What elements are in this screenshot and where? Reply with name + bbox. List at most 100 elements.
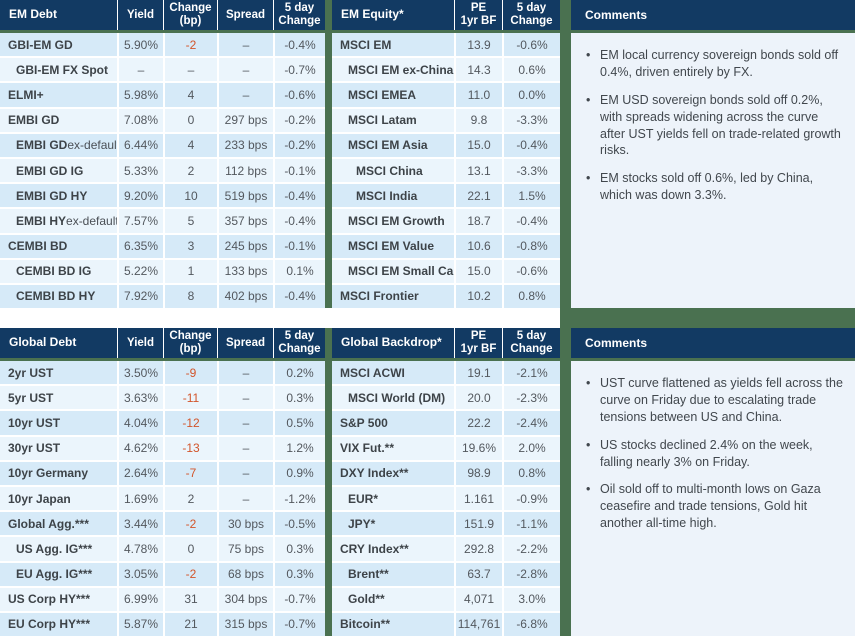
table-row: EU Agg. IG*** 3.05% -2 68 bps 0.3% [0,560,325,586]
spread-cell: 75 bps [217,537,273,561]
column-header: Yield [117,0,163,30]
row-label-main: EMBI GD [16,138,68,153]
table-row: EUR* 1.161 -0.9% [332,484,560,511]
spread-cell: 402 bps [217,284,273,309]
table-row: MSCI Latam 9.8 -3.3% [332,106,560,132]
five-day-change-cell: -2.4% [502,411,560,435]
row-label-main: MSCI World (DM) [348,390,446,405]
row-label: 2yr UST [0,361,117,384]
row-label-main: MSCI China [356,163,423,178]
row-label-main: VIX Fut.** [340,441,395,456]
table-row: Gold** 4,071 3.0% [332,585,560,611]
table-row: VIX Fut.** 19.6% 2.0% [332,434,560,460]
row-label: MSCI ACWI [332,361,454,384]
spread-cell: 357 bps [217,209,273,233]
table-row: MSCI EM Growth 18.7 -0.4% [332,207,560,233]
global-backdrop-table: Global Backdrop* PE 1yr BF 5 day Change MSC… [332,328,560,636]
table-row: EMBI GD 7.08% 0 297 bps -0.2% [0,106,325,132]
pe-cell: 10.2 [454,284,502,309]
pe-cell: 9.8 [454,108,502,132]
comment-text: US stocks declined 2.4% on the week, fal… [600,437,813,469]
spread-cell: 133 bps [217,259,273,283]
comments-panel-top: Comments • EM local currency sovereign bo… [560,0,855,308]
comment-item: • EM USD sovereign bonds sold off 0.2%, w… [586,92,843,160]
pe-cell: 98.9 [454,461,502,485]
row-label-main: MSCI EM Small Cap [348,264,454,279]
row-label-main: 10yr Germany [8,466,89,481]
pe-cell: 11.0 [454,83,502,107]
pe-cell: 14.3 [454,58,502,82]
row-label-main: US Agg. IG*** [16,541,93,556]
pe-cell: 18.7 [454,209,502,233]
five-day-change-cell: -2.2% [502,537,560,561]
row-label-main: MSCI ACWI [340,365,405,380]
table-title: EM Equity* [341,7,404,22]
spread-cell: 30 bps [217,512,273,536]
row-label: S&P 500 [332,411,454,434]
comments-title: Comments [585,8,648,22]
comments-panel-bottom: Comments • UST curve flattened as yields … [560,328,855,636]
pe-cell: 22.1 [454,184,502,208]
row-label-main: 5yr UST [8,390,54,405]
row-label: CEMBI BD HY [0,285,117,308]
five-day-change-cell: 0.6% [502,58,560,82]
five-day-change-cell: -0.4% [502,133,560,157]
row-label-main: 10yr Japan [8,491,71,506]
table-row: CEMBI BD HY 7.92% 8 402 bps -0.4% [0,282,325,309]
comment-text: EM USD sovereign bonds sold off 0.2%, wi… [600,92,841,158]
pe-cell: 13.9 [454,33,502,57]
change-bp-cell: -13 [163,436,217,460]
row-label-main: EMBI GD [8,113,60,128]
spread-cell: – [217,33,273,57]
five-day-change-cell: 0.2% [273,361,325,385]
yield-cell: 6.99% [117,587,163,611]
comments-header: Comments [571,328,855,358]
pe-cell: 4,071 [454,587,502,611]
bullet-icon: • [586,171,591,186]
column-header: 5 day Change [273,328,325,358]
comments-header: Comments [571,0,855,30]
table-row: S&P 500 22.2 -2.4% [332,409,560,435]
row-label-main: 10yr UST [8,415,61,430]
table-row: GBI-EM FX Spot – – – -0.7% [0,56,325,82]
five-day-change-cell: 0.1% [273,259,325,283]
change-bp-cell: -11 [163,386,217,410]
five-day-change-cell: -0.4% [273,33,325,57]
row-label: ELMI+ [0,83,117,106]
spread-cell: 297 bps [217,108,273,132]
row-label-main: EU Agg. IG*** [16,567,93,582]
table-title: Global Debt [9,335,77,350]
change-bp-cell: -2 [163,562,217,586]
five-day-change-cell: -1.1% [502,512,560,536]
table-row: EMBI GD IG 5.33% 2 112 bps -0.1% [0,156,325,183]
table-row: MSCI China 13.1 -3.3% [332,156,560,183]
pe-cell: 15.0 [454,133,502,157]
row-label-main: MSCI Frontier [340,289,419,304]
row-label-main: Bitcoin** [340,617,391,632]
spread-cell: – [217,83,273,107]
change-bp-cell: -12 [163,411,217,435]
five-day-change-cell: -2.8% [502,562,560,586]
change-bp-cell: 21 [163,612,217,636]
table-rows: GBI-EM GD 5.90% -2– -0.4% GBI-EM FX Spot – – – -… [0,33,325,309]
row-label: Bitcoin** [332,613,454,636]
yield-cell: 2.64% [117,461,163,485]
global-debt-table: Global Debt Yield Change (bp) Spread 5 day C… [0,328,325,636]
row-label-main: Brent** [348,567,389,582]
row-label-main: MSCI EM [340,37,392,52]
row-label-main: MSCI EMEA [348,87,417,102]
table-row: US Corp HY*** 6.99% 31 304 bps -0.7% [0,585,325,611]
column-header: 5 day Change [502,0,560,30]
spread-cell: – [217,486,273,511]
comment-item: • UST curve flattened as yields fell acro… [586,375,843,426]
row-label-main: CEMBI BD IG [16,264,92,279]
change-bp-cell: 3 [163,234,217,258]
row-label: EMBI GD IG [0,159,117,182]
row-label: 10yr Germany [0,462,117,485]
five-day-change-cell: -0.2% [273,108,325,132]
table-row: MSCI EM Asia 15.0 -0.4% [332,131,560,157]
table-row: MSCI EM Value 10.6 -0.8% [332,232,560,258]
change-bp-cell: 5 [163,209,217,233]
row-label-main: ELMI+ [8,87,44,102]
column-header: 5 day Change [273,0,325,30]
